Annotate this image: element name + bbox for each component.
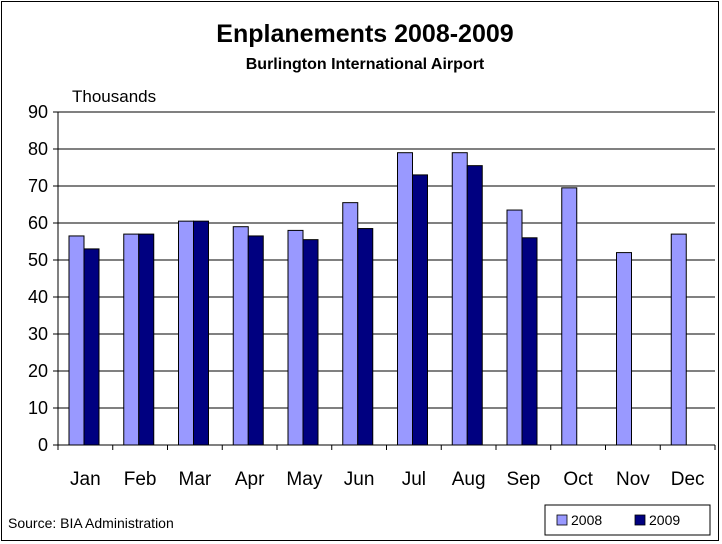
bars: [68, 152, 687, 446]
y-axis-label: Thousands: [72, 87, 156, 106]
x-tick-label: Mar: [179, 469, 212, 490]
bar-2008-jun: [342, 202, 359, 446]
y-tick-labels: 0 10 20 30 40 50 60 70 80 90: [28, 102, 48, 455]
y-tick-label: 20: [28, 361, 48, 381]
y-tick-label: 40: [28, 287, 48, 307]
bar-2009-jul: [412, 174, 428, 446]
bar-2008-aug: [451, 152, 468, 446]
y-tick-label: 50: [28, 250, 48, 270]
x-tick-label: Nov: [616, 469, 650, 490]
bar-2008-apr: [232, 226, 249, 446]
bar-2009-aug: [466, 165, 483, 446]
x-tick-label: Sep: [506, 469, 540, 490]
y-tick-label: 80: [28, 139, 48, 159]
bar-2009-may: [302, 239, 319, 446]
gridlines: [58, 111, 715, 409]
chart-title: Enplanements 2008-2009: [216, 20, 513, 48]
y-tick-label: 60: [28, 213, 48, 233]
legend-label-2008: 2008: [571, 512, 602, 528]
x-tick-label: Jan: [70, 469, 101, 490]
x-tick-label: Oct: [563, 469, 593, 490]
bar-2008-dec: [670, 233, 687, 446]
x-tick-label: Jul: [402, 469, 426, 490]
x-tick-label: Jun: [344, 469, 375, 490]
x-tick-labels: Jan Feb Mar Apr May Jun Jul Aug Sep Oct Nov Dec: [70, 469, 704, 490]
x-tick-label: Feb: [124, 469, 157, 490]
legend: 2008 2009: [544, 504, 711, 536]
bar-2008-sep: [506, 209, 523, 446]
source-note: Source: BIA Administration: [8, 515, 174, 531]
bar-2009-feb: [138, 233, 155, 446]
y-tick-label: 70: [28, 176, 48, 196]
bar-2008-jul: [397, 152, 413, 446]
legend-box: [544, 504, 711, 536]
y-tick-label: 0: [38, 435, 48, 455]
bar-2009-apr: [247, 235, 264, 446]
chart-subtitle: Burlington International Airport: [246, 56, 485, 73]
x-tick-label: Apr: [235, 469, 265, 490]
legend-swatch-2009: [634, 514, 646, 526]
bar-2009-sep: [521, 237, 538, 446]
bar-2008-nov: [616, 252, 632, 446]
bar-2008-may: [287, 229, 304, 446]
y-tick-label: 90: [28, 102, 48, 122]
bar-2009-jan: [83, 248, 100, 446]
bar-2008-oct: [561, 187, 578, 446]
y-tick-label: 10: [28, 398, 48, 418]
x-tick-label: Dec: [671, 469, 705, 490]
bar-2008-mar: [178, 220, 194, 446]
x-tick-label: May: [286, 469, 322, 490]
bar-2009-jun: [357, 228, 374, 446]
legend-swatch-2008: [556, 514, 568, 526]
bar-2008-feb: [123, 233, 140, 446]
bar-2009-mar: [193, 220, 209, 446]
axes: [53, 111, 716, 450]
x-tick-label: Aug: [452, 469, 486, 490]
legend-label-2009: 2009: [649, 512, 680, 528]
bar-2008-jan: [68, 235, 85, 446]
y-tick-label: 30: [28, 324, 48, 344]
